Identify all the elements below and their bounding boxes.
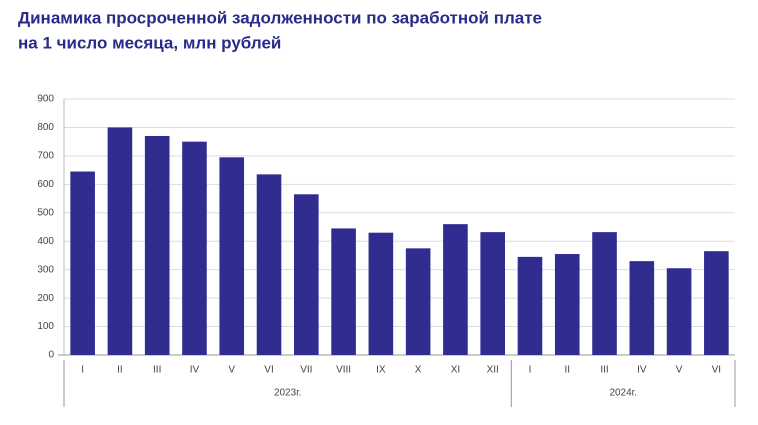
x-tick-label: XII (487, 365, 499, 376)
bar (256, 174, 282, 355)
x-tick-label: X (415, 365, 422, 376)
y-tick-label: 0 (48, 350, 54, 361)
x-tick-label: IV (637, 365, 647, 376)
x-tick-label: V (228, 365, 235, 376)
x-tick-label: II (117, 365, 123, 376)
bar (480, 232, 505, 355)
bar (704, 251, 729, 355)
x-tick-label: VI (264, 365, 273, 376)
x-tick-label: IX (376, 365, 386, 376)
bar (331, 228, 356, 355)
y-tick-label: 200 (37, 293, 54, 304)
y-tick-label: 300 (37, 264, 54, 275)
bar (443, 224, 468, 355)
x-tick-label: I (81, 365, 84, 376)
x-tick-label: VIII (336, 365, 351, 376)
bar (144, 135, 170, 355)
x-tick-label: III (153, 365, 161, 376)
y-tick-label: 600 (37, 179, 54, 190)
bar (107, 127, 133, 355)
y-tick-label: 800 (37, 122, 54, 133)
x-tick-label: VI (712, 365, 721, 376)
bar (666, 268, 692, 355)
x-tick-label: V (676, 365, 683, 376)
x-tick-label: III (600, 365, 608, 376)
group-label: 2024г. (609, 388, 636, 399)
bar (629, 261, 655, 355)
bar (70, 171, 95, 355)
y-tick-label: 700 (37, 151, 54, 162)
chart-title: на 1 число месяца, млн рублей (18, 33, 281, 52)
x-tick-label: IV (190, 365, 200, 376)
bar (219, 157, 245, 355)
bar (368, 232, 394, 355)
bar (294, 194, 319, 355)
y-tick-label: 500 (37, 207, 54, 218)
y-tick-label: 900 (37, 94, 54, 105)
y-tick-label: 100 (37, 321, 54, 332)
bar (554, 254, 580, 355)
bar (405, 248, 431, 355)
bar (182, 141, 207, 355)
bar (517, 256, 543, 355)
x-tick-label: VII (300, 365, 312, 376)
x-tick-label: II (564, 365, 570, 376)
x-tick-label: XI (451, 365, 460, 376)
y-tick-label: 400 (37, 236, 54, 247)
x-tick-label: I (529, 365, 532, 376)
chart-title: Динамика просроченной задолженности по з… (18, 8, 542, 27)
bar (592, 232, 617, 355)
group-label: 2023г. (274, 388, 301, 399)
